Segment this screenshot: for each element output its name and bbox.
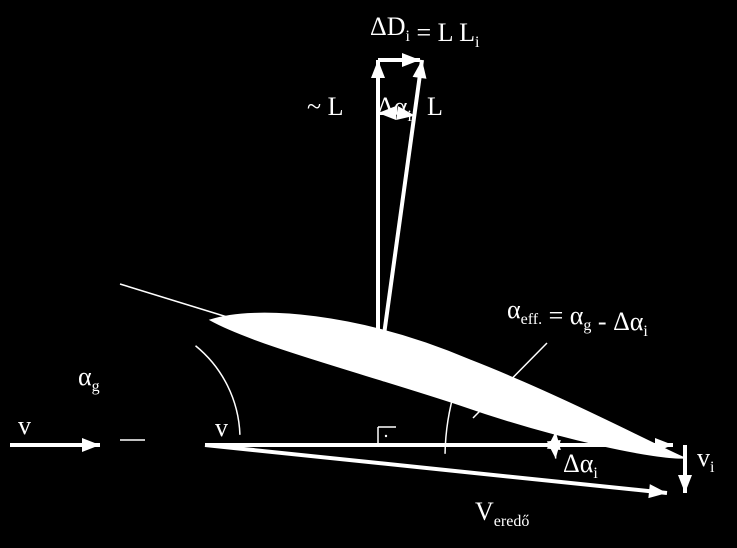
- right-angle-dot: [385, 435, 387, 437]
- arrow-head: [402, 53, 420, 67]
- label-delta-alpha-bottom: Δαi: [563, 449, 598, 482]
- arrow-head: [371, 60, 385, 78]
- arrow-head: [678, 475, 692, 493]
- label-lift: L: [427, 92, 443, 121]
- label-alpha-effective-equation: αeff. = αg - Δαi: [507, 295, 648, 340]
- arrow-head: [82, 438, 100, 452]
- label-v-induced: vi: [697, 443, 715, 476]
- label-v-mid: v: [215, 413, 228, 442]
- label-delta-alpha-top: Δαi: [377, 92, 412, 125]
- arrow-head: [413, 60, 427, 79]
- label-induced-drag-equation: ΔDi = L Li: [370, 12, 480, 51]
- label-v-resultant: Veredő: [475, 497, 529, 530]
- label-lift-tilde: ~ L: [307, 92, 343, 121]
- label-alpha-geometric: αg: [78, 362, 100, 395]
- label-v-left: v: [18, 411, 31, 440]
